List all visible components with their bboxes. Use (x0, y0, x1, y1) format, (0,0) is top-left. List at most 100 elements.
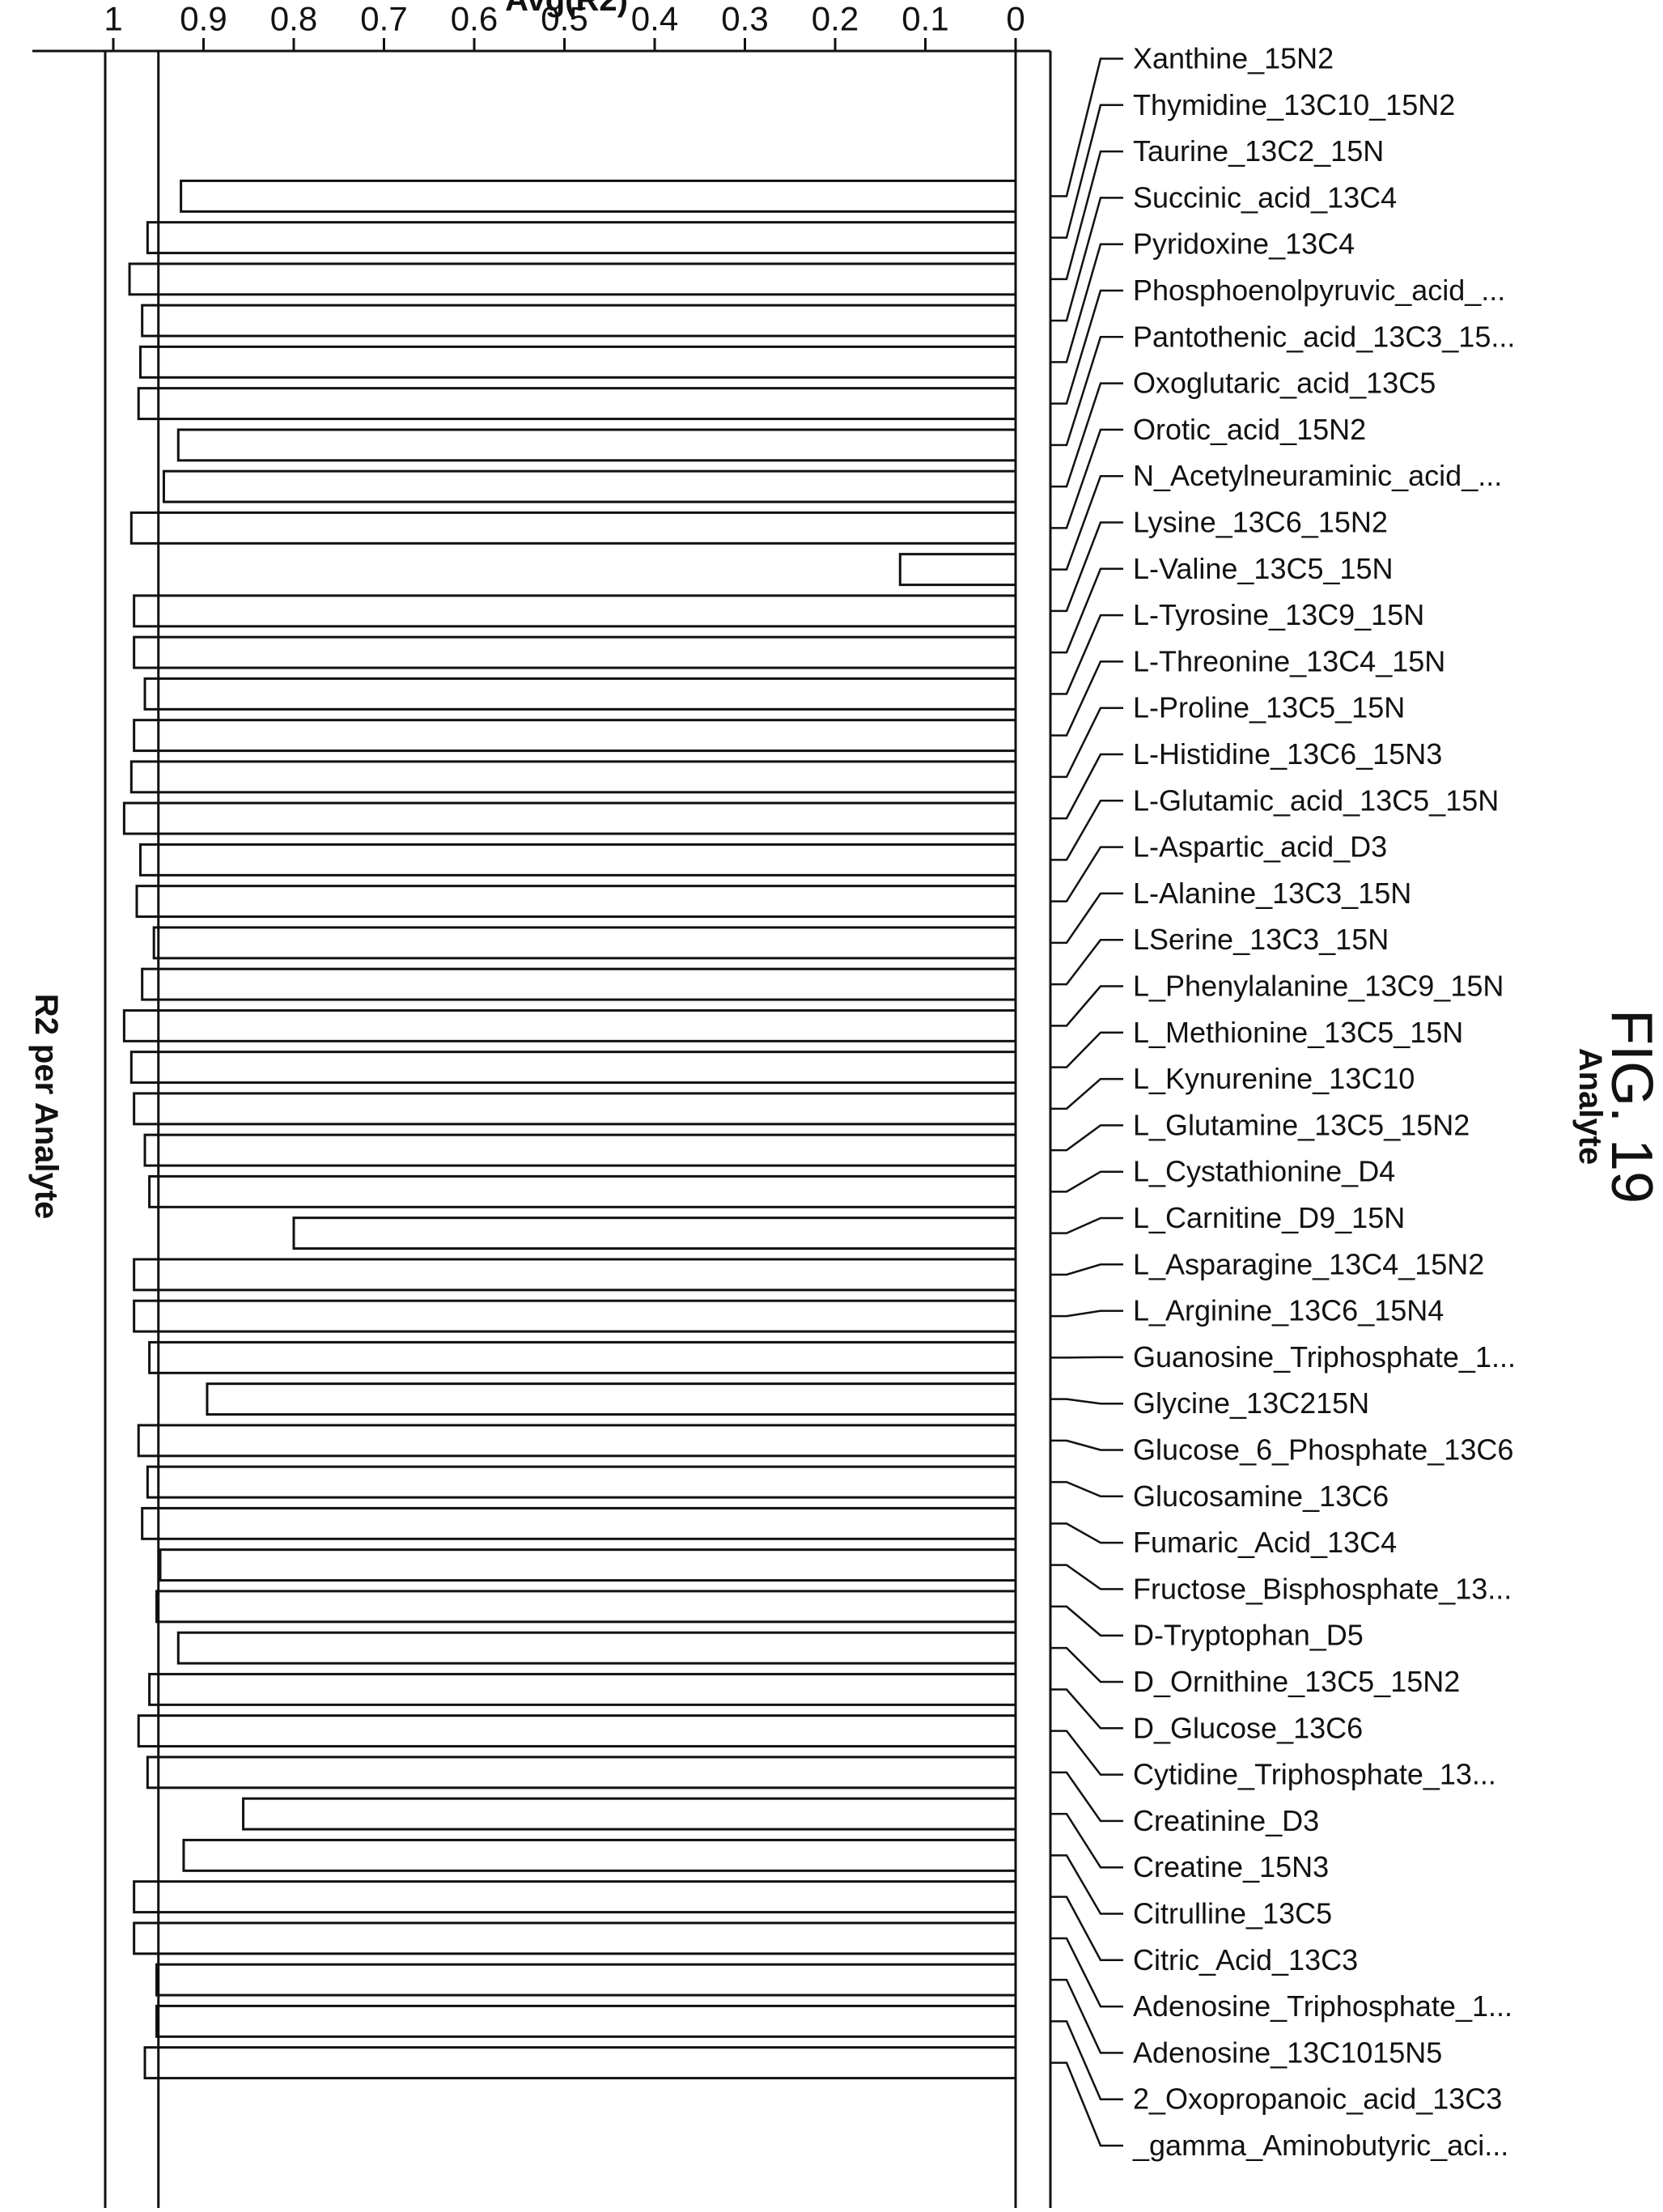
bar (143, 2046, 1017, 2080)
x-category-label: D_Glucose_13C6 (1133, 1711, 1363, 1744)
bar (242, 1797, 1017, 1831)
category-leader-line (1050, 1398, 1123, 1405)
category-leader-line (1050, 1077, 1123, 1110)
bar (138, 345, 1017, 379)
bar (122, 1008, 1017, 1042)
bar (133, 1258, 1017, 1292)
x-category-label: Adenosine_13C1015N5 (1133, 2036, 1442, 2069)
category-leader-line (1050, 1564, 1123, 1590)
category-leader-line (1050, 57, 1123, 197)
category-leader-line (1050, 800, 1123, 861)
category-leader-line (1050, 382, 1123, 488)
x-category-label: Phosphoenolpyruvic_acid_... (1133, 274, 1505, 307)
x-category-label: Thymidine_13C10_15N2 (1133, 88, 1455, 121)
bar (176, 428, 1017, 462)
x-category-label: L_Asparagine_13C4_15N2 (1133, 1247, 1484, 1280)
x-category-label: L-Aspartic_acid_D3 (1133, 830, 1387, 864)
bar (128, 262, 1017, 296)
category-leader-line (1050, 614, 1123, 695)
category-leader-line (1050, 1480, 1123, 1498)
x-category-label: 2_Oxopropanoic_acid_13C3 (1133, 2083, 1502, 2116)
x-category-label: L-Glutamic_acid_13C5_15N (1133, 783, 1499, 817)
bar (143, 1133, 1017, 1167)
bar (133, 1092, 1017, 1126)
y-tick-label: 0.9 (180, 0, 227, 38)
x-category-label: L_Carnitine_D9_15N (1133, 1201, 1405, 1234)
x-category-label: D-Tryptophan_D5 (1133, 1619, 1364, 1652)
x-category-label: _gamma_Aminobutyric_aci... (1132, 2129, 1508, 2162)
category-leader-line (1050, 1310, 1123, 1318)
bar (898, 553, 1017, 587)
x-category-label: N_Acetylneuraminic_acid_... (1133, 459, 1502, 492)
x-category-label: Adenosine_Triphosphate_1... (1133, 1989, 1512, 2023)
category-leader-line (1050, 336, 1123, 447)
bar (133, 1880, 1017, 1914)
bar (133, 1299, 1017, 1333)
category-leader-line (1050, 243, 1123, 363)
category-leader-line (1050, 2061, 1123, 2147)
x-category-label: L_Glutamine_13C5_15N2 (1133, 1108, 1470, 1141)
x-category-label: Creatine_15N3 (1133, 1850, 1329, 1883)
category-leader-line (1050, 938, 1123, 986)
bar (159, 1548, 1017, 1582)
bar (129, 1051, 1017, 1085)
category-leader-line (1050, 1605, 1123, 1637)
x-category-label: Glucosamine_13C6 (1133, 1480, 1389, 1513)
category-leader-line (1050, 2020, 1123, 2100)
y-tick-label: 0 (1006, 0, 1025, 38)
category-leader-line (1050, 289, 1123, 405)
x-category-label: Orotic_acid_15N2 (1133, 413, 1366, 446)
category-leader-line (1050, 1730, 1123, 1776)
y-tick-label: 0.1 (901, 0, 948, 38)
bar (137, 387, 1017, 421)
x-category-label: L_Methionine_13C5_15N (1133, 1016, 1463, 1049)
x-category-label: Guanosine_Triphosphate_1... (1133, 1340, 1516, 1373)
x-category-labels: _gamma_Aminobutyric_aci... 2_Oxopropanoic… (1050, 42, 1516, 2162)
x-category-label: Succinic_acid_13C4 (1133, 180, 1397, 214)
x-category-label: L-Valine_13C5_15N (1133, 552, 1394, 585)
category-leader-line (1050, 567, 1123, 654)
category-leader-line (1050, 892, 1123, 945)
bar (146, 1756, 1017, 1790)
category-leader-line (1050, 1771, 1123, 1823)
bars (122, 179, 1017, 2080)
bar (138, 843, 1017, 877)
y-tick-label: 0.8 (270, 0, 317, 38)
category-leader-line (1050, 474, 1123, 571)
category-leader-line (1050, 1812, 1123, 1869)
x-category-label: Fructose_Bisphosphate_13... (1133, 1572, 1512, 1605)
bar (141, 967, 1017, 1001)
x-category-label: Cytidine_Triphosphate_13... (1133, 1758, 1496, 1791)
x-category-label: Pantothenic_acid_13C3_15... (1133, 320, 1515, 353)
y-tick-label: 0.2 (812, 0, 859, 38)
category-leader-line (1050, 428, 1123, 529)
x-axis-title: Analyte (1572, 1048, 1608, 1165)
x-category-label: L_Cystathionine_D4 (1133, 1155, 1395, 1188)
x-category-label: L_Arginine_13C6_15N4 (1133, 1294, 1444, 1327)
x-category-label: Taurine_13C2_15N (1133, 134, 1384, 168)
x-category-label: L_Kynurenine_13C10 (1133, 1062, 1415, 1095)
y-tick-label: 1 (104, 0, 122, 38)
chart-title: R2 per Analyte (28, 994, 64, 1220)
category-leader-line (1050, 1896, 1123, 1962)
x-category-label: Citric_Acid_13C3 (1133, 1943, 1358, 1976)
bar (182, 1838, 1017, 1872)
x-category-label: Fumaric_Acid_13C4 (1133, 1526, 1397, 1559)
bar (155, 1590, 1017, 1624)
bar (133, 719, 1017, 753)
bar (141, 1506, 1017, 1540)
x-category-label: Pyridoxine_13C4 (1133, 227, 1355, 261)
category-leader-line (1050, 753, 1123, 820)
category-leader-line (1050, 1170, 1123, 1193)
bar (129, 511, 1017, 545)
x-category-label: Glycine_13C215N (1133, 1386, 1369, 1420)
category-leader-line (1050, 104, 1123, 239)
bar (133, 594, 1017, 628)
category-leader-line (1050, 1854, 1123, 1915)
x-category-label: L-Proline_13C5_15N (1133, 691, 1405, 724)
bar (146, 1465, 1017, 1499)
x-category-label: LSerine_13C3_15N (1133, 923, 1389, 956)
bar (137, 1424, 1017, 1458)
bar (180, 179, 1017, 213)
